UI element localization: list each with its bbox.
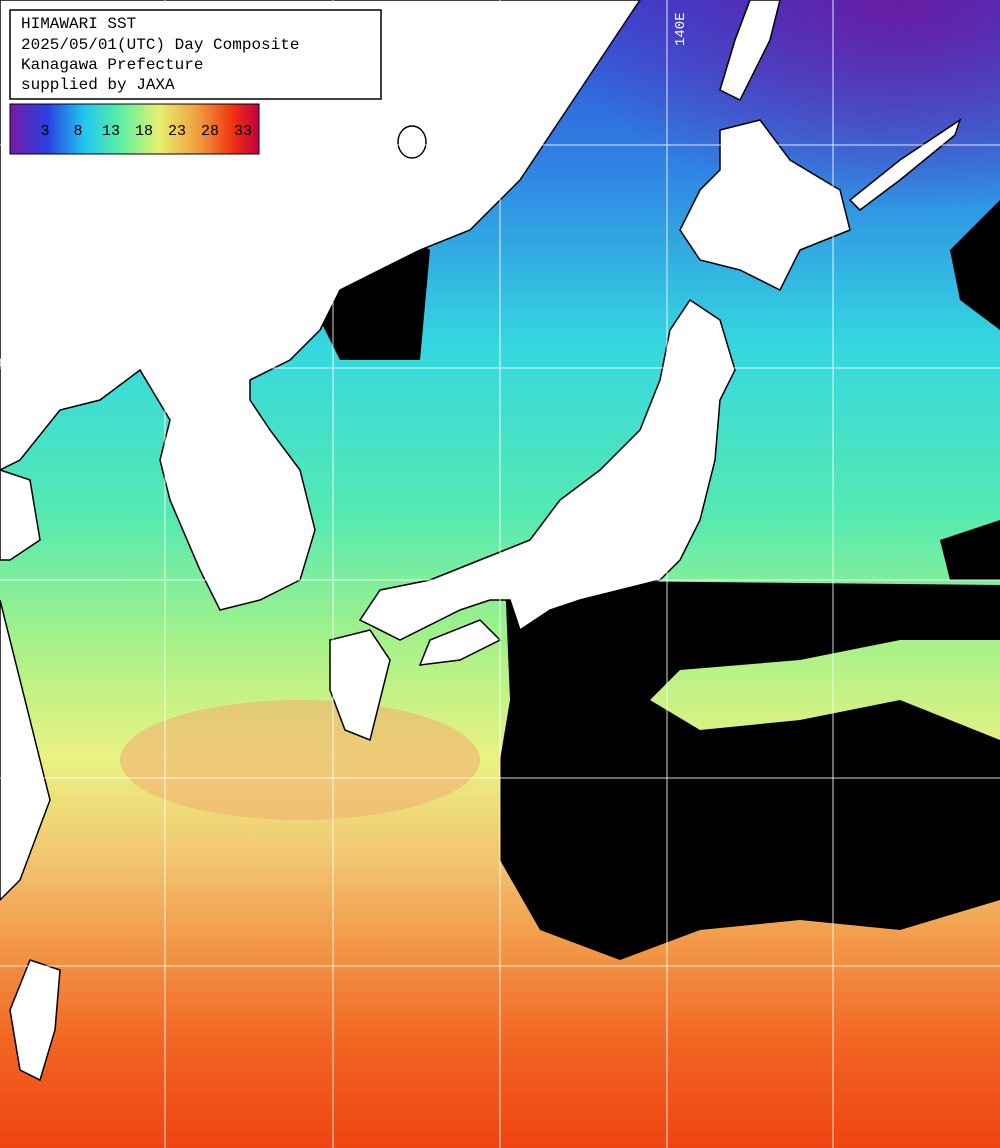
colorbar-label: 13 xyxy=(102,123,120,140)
header-box xyxy=(9,9,382,100)
clouds xyxy=(320,200,1000,960)
header: HIMAWARI SST 2025/05/01(UTC) Day Composi… xyxy=(9,9,382,100)
colorbar-label: 33 xyxy=(234,123,252,140)
warm-current xyxy=(120,700,480,820)
colorbar-label: 8 xyxy=(73,123,82,140)
hokkaido xyxy=(679,119,851,292)
kurils xyxy=(848,118,962,211)
header-line: supplied by JAXA xyxy=(21,76,175,94)
colorbar-label: 23 xyxy=(168,123,186,140)
colorbar-ramp xyxy=(9,103,260,155)
colorbar-label: 18 xyxy=(135,123,153,140)
shikoku xyxy=(418,619,502,666)
header-line: 2025/05/01(UTC) Day Composite xyxy=(21,36,299,54)
sakhalin xyxy=(719,0,781,102)
lat-label: 40N xyxy=(0,356,15,372)
colorbar-label: 3 xyxy=(40,123,49,140)
colorbar: 3 8 13 18 23 28 33 xyxy=(9,103,260,155)
china-coast xyxy=(0,469,41,561)
island xyxy=(397,125,427,159)
taiwan xyxy=(9,959,61,1082)
header-line: HIMAWARI SST xyxy=(21,15,136,33)
cloud xyxy=(950,200,1000,330)
header-line: Kanagawa Prefecture xyxy=(21,56,203,74)
honshu xyxy=(358,298,736,641)
colorbar-label: 28 xyxy=(201,123,219,140)
cloud xyxy=(500,580,1000,960)
china-coast xyxy=(0,599,51,902)
lon-label: 140E xyxy=(673,12,689,46)
cloud xyxy=(940,520,1000,580)
